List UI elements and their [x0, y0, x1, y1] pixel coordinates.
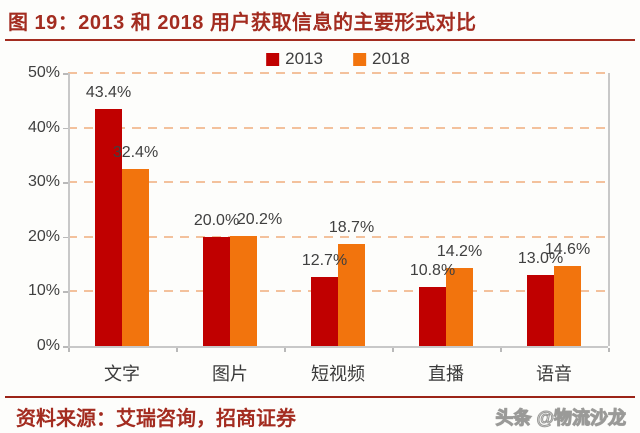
x-category-label-文字: 文字 [104, 364, 140, 384]
footer-divider [5, 396, 635, 398]
data-label-2018-文字: 32.4% [112, 144, 159, 162]
y-tick-mark [63, 73, 68, 75]
x-tick-mark [284, 348, 286, 352]
bar-2013-直播 [419, 287, 446, 346]
x-category-label-短视频: 短视频 [311, 364, 365, 384]
legend-swatch-icon [353, 52, 366, 66]
page-title: 图 19：2013 和 2018 用户获取信息的主要形式对比 [8, 12, 477, 34]
bar-2018-直播 [446, 268, 473, 346]
gridline-50% [68, 72, 608, 74]
x-category-label-语音: 语音 [536, 364, 572, 384]
source-note: 资料来源：艾瑞咨询，招商证券 [16, 408, 296, 430]
y-tick-label: 30% [27, 173, 60, 191]
bar-2013-文字 [95, 109, 122, 346]
watermark: 头条 @物流沙龙 [495, 408, 627, 429]
gridline-30% [68, 181, 608, 184]
y-tick-mark [63, 182, 68, 184]
x-category-label-直播: 直播 [428, 364, 464, 384]
y-tick-label: 50% [27, 64, 60, 81]
y-tick-label: 10% [27, 282, 60, 300]
data-label-2018-图片: 20.2% [236, 210, 283, 228]
gridline-20% [68, 235, 608, 238]
bar-2013-短视频 [311, 276, 338, 346]
bar-2018-文字 [122, 169, 149, 346]
x-axis-line [68, 346, 608, 348]
data-label-2013-图片: 20.0% [193, 211, 240, 229]
data-label-2018-直播: 14.2% [436, 243, 483, 261]
legend-label: 2018 [372, 49, 410, 68]
data-label-2013-文字: 43.4% [85, 84, 132, 102]
y-tick-mark [63, 236, 68, 239]
x-category-label-图片: 图片 [212, 364, 248, 384]
y-tick-label: 20% [27, 227, 60, 245]
bar-2013-图片 [203, 236, 230, 346]
bar-2013-语音 [527, 275, 554, 346]
legend-item-2018: 2018 [353, 49, 410, 69]
data-label-2013-短视频: 12.7% [301, 251, 348, 269]
chart-legend: 2013 2018 [266, 49, 410, 69]
bar-2018-短视频 [338, 243, 365, 346]
gridline-40% [68, 126, 608, 129]
bar-2018-图片 [230, 235, 257, 346]
bar-2018-语音 [554, 266, 581, 346]
data-label-2013-语音: 13.0% [517, 250, 564, 268]
x-tick-mark [68, 348, 70, 352]
y-tick-label: 40% [27, 118, 60, 136]
x-tick-mark [608, 348, 610, 352]
x-tick-mark [176, 348, 178, 352]
plot-right-border [608, 73, 610, 346]
data-label-2018-短视频: 18.7% [328, 218, 375, 236]
y-tick-mark [63, 127, 68, 130]
legend-label: 2013 [285, 49, 323, 68]
legend-item-2013: 2013 [266, 49, 323, 69]
data-label-2018-语音: 14.6% [544, 241, 591, 259]
y-tick-label: 0% [36, 337, 60, 354]
x-tick-mark [500, 348, 502, 352]
y-tick-mark [63, 291, 68, 293]
legend-swatch-icon [266, 52, 280, 66]
x-tick-mark [392, 348, 394, 352]
y-tick-mark [63, 346, 68, 348]
data-label-2013-直播: 10.8% [409, 262, 456, 280]
y-axis-line [68, 73, 70, 346]
title-underline [5, 39, 635, 41]
